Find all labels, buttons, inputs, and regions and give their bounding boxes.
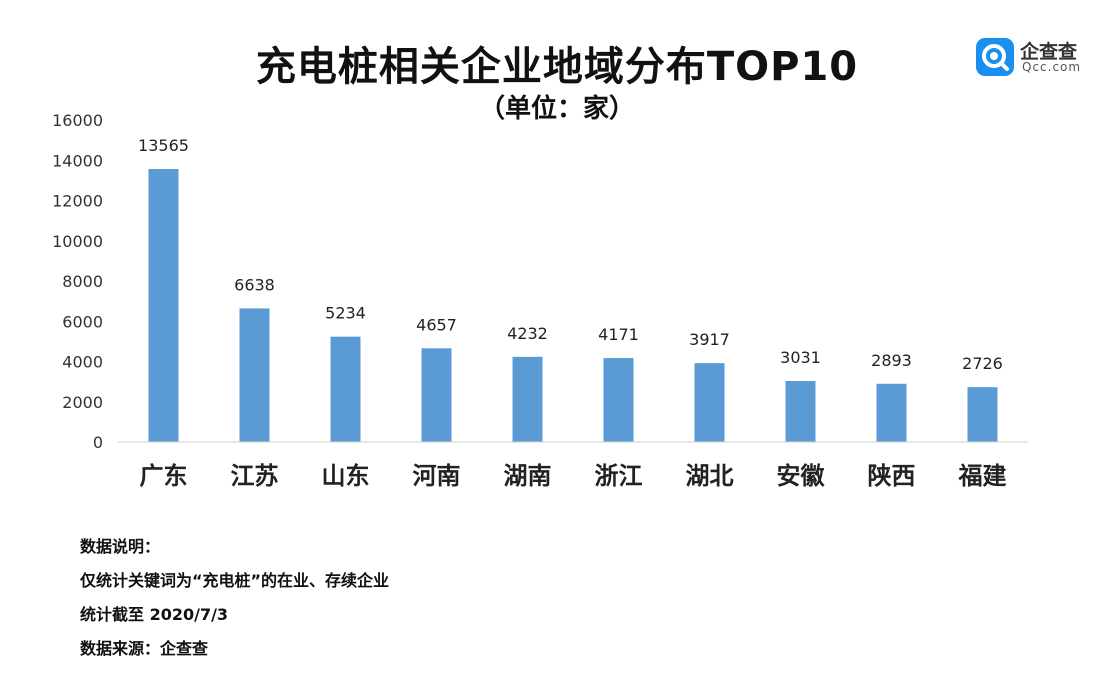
note-scope: 仅统计关键词为“充电桩”的在业、存续企业 (80, 571, 390, 590)
note-date: 统计截至 2020/7/3 (80, 605, 229, 624)
x-tick-label: 陕西 (868, 462, 916, 490)
data-label: 2893 (871, 351, 912, 370)
x-tick-label: 河南 (413, 462, 461, 490)
y-tick-label: 0 (93, 433, 103, 452)
chart-subtitle: （单位：家） (478, 94, 635, 124)
y-tick-label: 12000 (52, 192, 103, 211)
y-tick-label: 14000 (52, 151, 103, 170)
logo-name: 企查查 (1020, 41, 1078, 63)
logo-domain: Qcc.com (1022, 60, 1082, 74)
x-tick-label: 山东 (322, 462, 370, 490)
data-label: 4171 (598, 325, 639, 344)
qcc-logo-icon (976, 38, 1014, 76)
bar-chart: 0 2000 4000 6000 8000 10000 12000 14000 16000 13… (52, 111, 1028, 490)
bar (512, 356, 543, 442)
data-label: 4232 (507, 324, 548, 343)
y-tick-label: 10000 (52, 232, 103, 251)
y-tick-label: 16000 (52, 111, 103, 130)
qcc-logo: 企查查 Qcc.com (976, 38, 1088, 78)
x-tick-label: 安徽 (777, 462, 826, 490)
chart-title: 充电桩相关企业地域分布TOP10 (255, 44, 859, 90)
bar (785, 381, 816, 442)
x-tick-label: 浙江 (595, 462, 643, 490)
bar (876, 383, 907, 442)
x-tick-label: 江苏 (231, 462, 279, 490)
y-tick-label: 2000 (62, 393, 103, 412)
data-label: 3917 (689, 330, 730, 349)
bar (239, 308, 270, 442)
bar (694, 363, 725, 442)
data-label: 3031 (780, 348, 821, 367)
bar (967, 387, 998, 442)
data-label: 2726 (962, 354, 1003, 373)
notes: 数据说明： 仅统计关键词为“充电桩”的在业、存续企业 统计截至 2020/7/3… (80, 534, 389, 670)
bar (603, 358, 634, 442)
data-label: 6638 (234, 275, 275, 294)
y-axis: 0 2000 4000 6000 8000 10000 12000 14000 16000 (52, 111, 103, 452)
data-label: 13565 (138, 136, 189, 155)
y-tick-label: 8000 (62, 272, 103, 291)
bar (421, 348, 452, 442)
y-tick-label: 4000 (62, 353, 103, 372)
note-source: 数据来源：企查查 (80, 639, 209, 658)
bar (148, 169, 179, 442)
y-tick-label: 6000 (62, 312, 103, 331)
bar (330, 336, 361, 442)
x-tick-label: 湖北 (686, 462, 734, 490)
x-axis: 广东 江苏 山东 河南 湖南 浙江 湖北 安徽 陕西 福建 (140, 462, 1007, 490)
x-tick-label: 湖南 (504, 462, 552, 490)
x-tick-label: 福建 (958, 462, 1007, 490)
x-tick-label: 广东 (140, 462, 188, 490)
bars: 13565 6638 5234 4657 4232 4171 3917 3031 2893 272… (138, 136, 1003, 442)
data-label: 5234 (325, 304, 366, 323)
data-label: 4657 (416, 315, 457, 334)
note-heading: 数据说明： (80, 537, 161, 556)
